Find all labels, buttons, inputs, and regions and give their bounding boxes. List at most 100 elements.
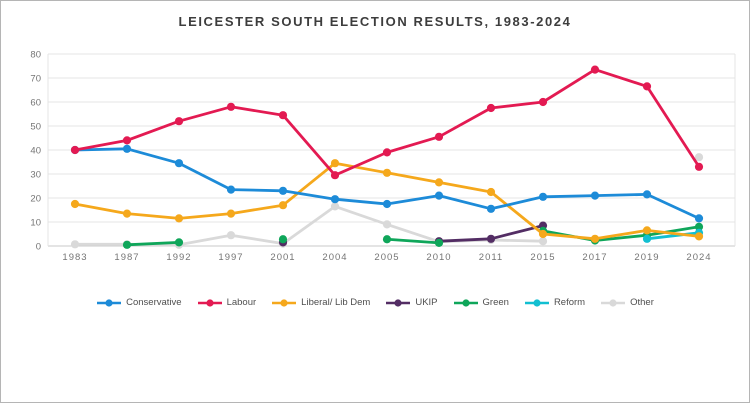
- legend-item-ukip[interactable]: UKIP: [385, 297, 438, 308]
- legend-label: Conservative: [126, 297, 182, 308]
- x-axis-tick-label: 2024: [686, 252, 711, 263]
- y-axis-tick-label: 30: [30, 170, 41, 181]
- point-conservative-1987: [122, 144, 132, 153]
- point-liberal-lib-dem-1983: [70, 199, 80, 209]
- legend-item-other[interactable]: Other: [600, 297, 654, 308]
- y-axis-tick-label: 10: [30, 218, 41, 229]
- series-line-green: [125, 240, 181, 247]
- x-axis-tick-label: 2017: [582, 252, 607, 263]
- plot-area: 0 10 20 30 40 50 60 70 80 1983 1987 1992 1997 2001 200…: [30, 50, 736, 263]
- point-conservative-2005: [382, 199, 392, 209]
- legend-marker-reform-icon: [524, 298, 549, 307]
- x-axis-tick-label: 2010: [426, 252, 451, 263]
- point-conservative-2015: [538, 192, 548, 201]
- legend-marker-ukip-icon: [386, 298, 411, 307]
- series-line-green: [385, 237, 441, 245]
- point-green-1987: [122, 240, 132, 249]
- legend-label: Labour: [226, 297, 257, 308]
- x-axis-tick-label: 2001: [270, 252, 295, 263]
- legend-label: Reform: [553, 297, 586, 308]
- legend-item-labour[interactable]: Labour: [197, 297, 257, 308]
- legend-label: Other: [630, 297, 654, 308]
- point-liberal-lib-dem-2015: [538, 229, 548, 239]
- x-axis-tick-label: 2005: [374, 252, 399, 263]
- point-liberal-lib-dem-2010: [434, 178, 444, 187]
- legend-item-reform[interactable]: Reform: [524, 297, 585, 308]
- point-green-2001: [278, 235, 288, 244]
- point-green-2005: [382, 235, 392, 244]
- point-other-2004: [330, 202, 340, 211]
- legend-marker-labour-icon: [197, 298, 222, 307]
- series-conservative: [70, 144, 704, 223]
- point-labour-2019: [642, 82, 652, 91]
- x-axis-tick-label: 2015: [530, 252, 555, 263]
- x-axis-tick-label: 1997: [218, 252, 243, 263]
- point-conservative-1992: [174, 159, 184, 168]
- x-axis-tick-label: 2019: [634, 252, 659, 263]
- point-labour-2001: [278, 111, 288, 120]
- y-axis-tick-label: 50: [30, 122, 41, 133]
- legend-label: Green: [482, 297, 509, 308]
- point-labour-2017: [590, 65, 600, 74]
- point-liberal-lib-dem-2005: [382, 168, 392, 177]
- x-axis-tick-label: 2004: [322, 252, 347, 263]
- legend: Conservative Labour Liberal/ Lib Dem UKIP Gr…: [1, 297, 749, 308]
- point-conservative-2001: [278, 186, 288, 195]
- legend-marker-green-icon: [453, 298, 478, 307]
- point-conservative-2010: [434, 191, 444, 200]
- y-axis-tick-label: 80: [30, 50, 41, 61]
- point-labour-2024: [694, 162, 704, 171]
- point-conservative-2024: [694, 214, 704, 223]
- point-other-2005: [382, 220, 392, 229]
- point-liberal-lib-dem-2017: [590, 234, 600, 243]
- point-labour-2011: [486, 103, 496, 113]
- point-other-2024: [694, 153, 704, 162]
- y-axis-tick-label: 60: [30, 98, 41, 109]
- y-axis-tick-label: 70: [30, 74, 41, 85]
- point-liberal-lib-dem-1987: [122, 209, 132, 218]
- point-liberal-lib-dem-1997: [226, 209, 236, 218]
- y-axis-tick-label: 20: [30, 194, 41, 205]
- point-green-2010: [434, 238, 444, 247]
- legend-item-liberal-lib-dem[interactable]: Liberal/ Lib Dem: [271, 297, 370, 308]
- x-axis-tick-label: 1983: [62, 252, 87, 263]
- point-conservative-1997: [226, 185, 236, 194]
- chart-title: LEICESTER SOUTH ELECTION RESULTS, 1983-2…: [178, 14, 572, 29]
- x-axis-tick-label: 1992: [166, 252, 191, 263]
- point-green-1992: [174, 238, 184, 247]
- series-labour: [70, 65, 704, 180]
- point-liberal-lib-dem-2019: [642, 226, 652, 235]
- point-ukip-2011: [486, 234, 496, 243]
- point-liberal-lib-dem-2024: [694, 232, 704, 241]
- legend-item-conservative[interactable]: Conservative: [96, 297, 182, 308]
- point-conservative-2017: [590, 191, 600, 200]
- legend-item-green[interactable]: Green: [453, 297, 509, 308]
- point-conservative-2004: [330, 195, 340, 204]
- point-labour-2005: [382, 148, 392, 157]
- series-line-reform: [645, 231, 701, 241]
- point-liberal-lib-dem-1992: [174, 214, 184, 223]
- point-labour-2015: [538, 97, 548, 107]
- legend-marker-liberal-lib-dem-icon: [272, 298, 297, 307]
- x-axis-tick-label: 1987: [114, 252, 139, 263]
- y-axis-tick-label: 0: [36, 242, 41, 253]
- point-labour-1997: [226, 102, 236, 111]
- point-liberal-lib-dem-2004: [330, 159, 340, 168]
- point-labour-1992: [174, 117, 184, 126]
- point-other-1997: [226, 231, 236, 240]
- point-labour-2004: [330, 171, 340, 180]
- point-labour-1987: [122, 136, 132, 145]
- legend-label: UKIP: [415, 297, 438, 308]
- point-reform-2019: [642, 234, 652, 243]
- y-axis-tick-label: 40: [30, 146, 41, 157]
- point-green-2024: [694, 222, 704, 231]
- point-liberal-lib-dem-2011: [486, 187, 496, 197]
- legend-label: Liberal/ Lib Dem: [301, 297, 371, 308]
- x-axis-tick-label: 2011: [479, 252, 503, 263]
- point-conservative-2019: [642, 190, 652, 199]
- point-liberal-lib-dem-2001: [278, 201, 288, 210]
- legend-marker-other-icon: [601, 298, 626, 307]
- legend-marker-conservative-icon: [97, 298, 122, 307]
- point-labour-2010: [434, 132, 444, 141]
